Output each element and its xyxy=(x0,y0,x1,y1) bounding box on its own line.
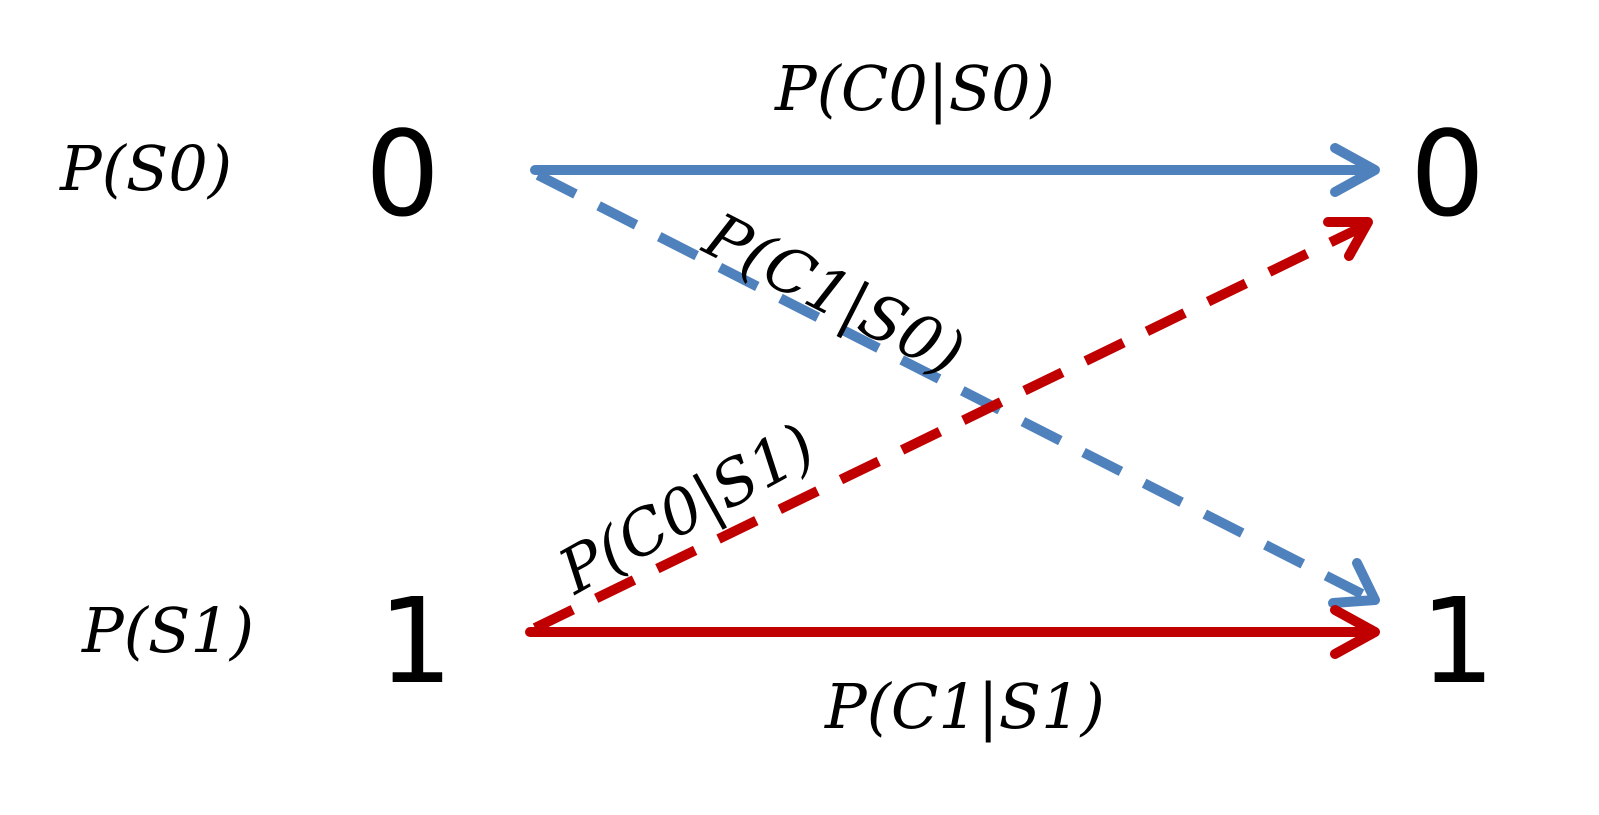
edge-s1-c1 xyxy=(525,605,1380,659)
edge-s1-c0-line xyxy=(532,223,1363,633)
edge-s0-c1-arrowhead xyxy=(1328,558,1380,608)
prior-label-s1: P(S1) xyxy=(81,594,254,667)
edge-s0-c0-arrowhead xyxy=(1330,143,1380,197)
edge-label-c1-s1: P(C1|S1) xyxy=(824,670,1105,743)
prior-label-s0: P(S0) xyxy=(59,132,232,205)
edge-s1-c1-arrowhead xyxy=(1330,605,1380,659)
edge-s1-c0-arrowhead xyxy=(1323,217,1373,261)
source-node-0: 0 xyxy=(365,105,440,243)
edge-label-c1-s0: P(C1|S0) xyxy=(692,198,975,391)
target-node-1: 1 xyxy=(1420,572,1495,710)
edge-label-c0-s0: P(C0|S0) xyxy=(774,52,1055,125)
edge-s0-c1-line xyxy=(535,170,1365,599)
target-node-0: 0 xyxy=(1410,105,1485,243)
source-node-1: 1 xyxy=(378,572,453,710)
edge-s0-c1 xyxy=(535,170,1380,608)
edge-s0-c0 xyxy=(530,143,1380,197)
edge-s1-c0 xyxy=(532,217,1373,633)
